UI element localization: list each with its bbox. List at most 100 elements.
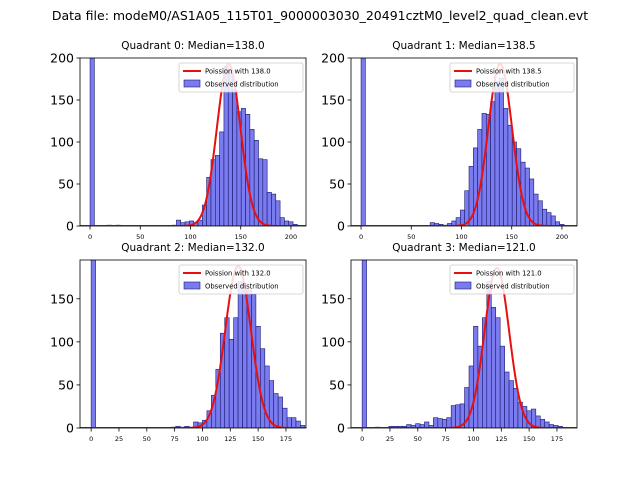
- y-tick-label: 100: [321, 334, 345, 349]
- histogram-bar: [533, 193, 539, 226]
- legend-label-poisson: Poission with 121.0: [476, 270, 542, 278]
- quadrant-1-title: Quadrant 1: Median=138.5: [392, 40, 535, 52]
- y-tick-label: 150: [321, 93, 345, 108]
- x-tick-label: 100: [184, 233, 196, 241]
- x-tick-label: 200: [556, 233, 568, 241]
- quadrant-0-title: Quadrant 0: Median=138.0: [121, 40, 264, 52]
- histogram-bar: [490, 101, 496, 226]
- histogram-bar: [433, 417, 439, 428]
- legend-box: [178, 264, 304, 295]
- histogram-bar: [360, 58, 366, 226]
- histogram-bar: [262, 159, 268, 226]
- histogram-bar: [277, 396, 283, 428]
- histogram-bar: [441, 419, 448, 428]
- legend-box: [178, 62, 304, 93]
- histogram-bar: [233, 317, 239, 428]
- quadrant-1-chart: Quadrant 1: Median=138.5 0 50 100 150 200 0 50 1…: [321, 40, 578, 241]
- legend-label-observed: Observed distribution: [476, 283, 550, 291]
- x-tick-label: 100: [467, 435, 479, 443]
- x-tick-label: 25: [386, 435, 394, 443]
- quadrant-3-title: Quadrant 3: Median=121.0: [392, 242, 535, 254]
- axes-frame: [350, 259, 578, 429]
- histogram-bar: [424, 421, 430, 428]
- histogram-bar: [273, 393, 279, 428]
- legend-bar-swatch: [454, 79, 472, 88]
- histogram-bar: [89, 58, 95, 226]
- histogram-bar: [295, 420, 301, 428]
- plot-area: [351, 260, 577, 428]
- histogram-bar: [468, 365, 474, 428]
- legend: Poission with 138.0 Observed distribution: [178, 62, 304, 93]
- legend-box: [449, 264, 575, 295]
- histogram-bar: [504, 371, 510, 428]
- y-tick-label: 150: [321, 291, 345, 306]
- legend-label-poisson: Poission with 138.0: [205, 68, 271, 76]
- histogram-bar: [291, 417, 297, 428]
- histogram-bar: [498, 77, 504, 226]
- x-tick-label: 100: [196, 435, 208, 443]
- y-tick-label: 200: [321, 51, 345, 66]
- legend-bar-swatch: [183, 79, 201, 88]
- histogram-bar: [271, 193, 277, 226]
- legend: Poission with 132.0 Observed distribution: [178, 264, 304, 295]
- histogram-bar: [539, 419, 546, 428]
- histogram-bar: [288, 221, 294, 226]
- axes-frame: [79, 259, 307, 429]
- histogram-bar: [361, 260, 367, 428]
- histogram-bar: [495, 317, 501, 428]
- histogram-bar: [446, 417, 452, 428]
- quadrant-2-chart: Quadrant 2: Median=132.0 0 25 50 75 100 125 150…: [50, 242, 307, 443]
- legend-box: [449, 62, 575, 93]
- histogram-bar: [490, 307, 497, 428]
- x-tick-label: 75: [441, 435, 449, 443]
- histogram-bar: [537, 200, 543, 226]
- y-tick-label: 50: [58, 177, 74, 192]
- histogram-bar: [550, 215, 556, 226]
- x-tick-label: 0: [359, 233, 363, 241]
- histogram-bar: [275, 200, 281, 226]
- histogram-bar: [90, 260, 96, 428]
- histogram-bar: [279, 217, 285, 226]
- y-tick-label: 100: [50, 135, 74, 150]
- legend: Poission with 138.5 Observed distribution: [449, 62, 575, 93]
- legend-label-observed: Observed distribution: [205, 283, 279, 291]
- histogram-bar: [555, 221, 561, 226]
- y-tick-label: 100: [321, 135, 345, 150]
- y-tick-label: 0: [337, 219, 345, 234]
- histogram-bar: [242, 289, 248, 428]
- x-tick-label: 175: [280, 435, 292, 443]
- legend-label-observed: Observed distribution: [205, 81, 279, 89]
- y-tick-label: 150: [50, 93, 74, 108]
- legend-bar-swatch: [454, 281, 472, 290]
- x-tick-label: 75: [170, 435, 178, 443]
- y-tick-label: 50: [58, 377, 74, 392]
- histogram-bar: [513, 388, 519, 428]
- legend-bar-swatch: [183, 281, 201, 290]
- y-tick-label: 0: [66, 219, 74, 234]
- histogram-bar: [232, 89, 238, 226]
- x-tick-label: 125: [495, 435, 507, 443]
- x-tick-label: 0: [88, 233, 92, 241]
- legend-label-observed: Observed distribution: [476, 81, 550, 89]
- poisson-curve: [351, 62, 577, 226]
- x-tick-label: 175: [551, 435, 563, 443]
- x-tick-label: 25: [115, 435, 123, 443]
- x-tick-label: 0: [360, 435, 364, 443]
- histogram-bar: [542, 208, 548, 226]
- y-tick-label: 100: [50, 334, 74, 349]
- poisson-curve: [80, 62, 306, 226]
- plot-area: [351, 58, 577, 226]
- y-tick-label: 0: [337, 421, 345, 436]
- histogram-bar: [450, 405, 456, 428]
- y-tick-label: 150: [50, 291, 74, 306]
- histogram-bar: [508, 380, 514, 428]
- histogram-bar: [473, 326, 479, 428]
- histogram-bar: [282, 407, 288, 428]
- x-tick-label: 50: [407, 233, 415, 241]
- legend-label-poisson: Poission with 138.5: [476, 68, 542, 76]
- y-tick-label: 0: [66, 421, 74, 436]
- quadrant-0-chart: Quadrant 0: Median=138.0 0 50 100 150 200 0 50 1…: [50, 40, 307, 241]
- y-tick-label: 200: [50, 51, 74, 66]
- histogram-bar: [228, 338, 234, 428]
